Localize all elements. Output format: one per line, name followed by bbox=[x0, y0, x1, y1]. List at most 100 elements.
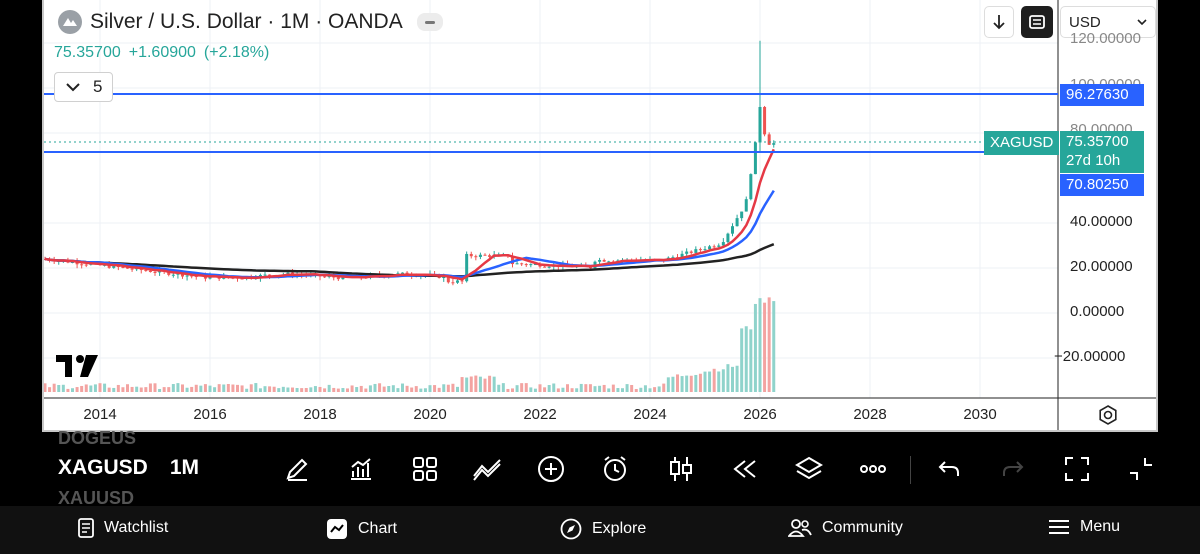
candle-body bbox=[144, 270, 148, 272]
volume-bar bbox=[391, 385, 395, 392]
volume-bar bbox=[524, 383, 528, 392]
volume-bar bbox=[272, 386, 276, 392]
volume-bar bbox=[61, 384, 65, 392]
toolbar-interval[interactable]: 1M bbox=[169, 456, 200, 479]
price-axis-label: 20.00000 bbox=[1070, 258, 1133, 275]
candle-body bbox=[75, 261, 79, 265]
price-axis-label: −20.00000 bbox=[1054, 348, 1126, 365]
currency-select[interactable]: USD bbox=[1060, 6, 1156, 38]
ghost-symbol-above: DOGEUS bbox=[58, 428, 137, 448]
layers-icon[interactable] bbox=[792, 452, 826, 486]
candle-body bbox=[478, 254, 482, 257]
scroll-latest-button[interactable] bbox=[984, 6, 1014, 38]
candle-body bbox=[740, 211, 744, 219]
chart-frame[interactable]: Silver / U.S. Dollar · 1M · OANDA 75.357… bbox=[42, 0, 1158, 432]
volume-bar bbox=[44, 383, 47, 392]
symbol-selector[interactable]: XAGUSD 1M bbox=[58, 456, 199, 480]
ghost-symbol-below: XAUUSD bbox=[58, 488, 135, 508]
candle-body bbox=[515, 263, 519, 265]
nav-menu[interactable]: Menu bbox=[1048, 518, 1120, 536]
volume-bar bbox=[373, 383, 377, 392]
volume-bar bbox=[323, 388, 327, 392]
volume-bar bbox=[98, 383, 102, 392]
volume-bar bbox=[162, 387, 166, 392]
silver-logo-icon bbox=[58, 10, 82, 34]
price-chart[interactable] bbox=[44, 0, 1158, 432]
volume-bar bbox=[396, 388, 400, 392]
candle-body bbox=[240, 278, 244, 280]
more-icon[interactable] bbox=[856, 452, 890, 486]
chart-type-icon[interactable] bbox=[664, 452, 698, 486]
collapse-icon[interactable] bbox=[1124, 452, 1158, 486]
drawings-icon[interactable] bbox=[470, 452, 504, 486]
candle-body bbox=[456, 280, 459, 283]
symbol-header[interactable]: Silver / U.S. Dollar · 1M · OANDA bbox=[58, 10, 443, 34]
volume-bar bbox=[492, 376, 496, 392]
price-axis-label: 0.00000 bbox=[1070, 303, 1125, 320]
volume-bar bbox=[300, 388, 304, 392]
tradingview-logo-icon bbox=[56, 355, 98, 377]
volume-bar bbox=[616, 388, 620, 392]
volume-bar bbox=[313, 386, 317, 392]
replay-icon[interactable] bbox=[728, 452, 762, 486]
volume-bar bbox=[433, 385, 437, 392]
candle-body bbox=[185, 275, 189, 277]
volume-bar bbox=[80, 385, 84, 392]
candle-body bbox=[524, 264, 528, 266]
volume-bar bbox=[93, 384, 97, 392]
candle-body bbox=[520, 263, 524, 265]
volume-bar bbox=[148, 383, 152, 392]
arrow-down-icon bbox=[993, 15, 1005, 30]
volume-bar bbox=[575, 388, 579, 392]
draw-icon[interactable] bbox=[280, 452, 314, 486]
candle-body bbox=[721, 242, 725, 246]
nav-chart[interactable]: Chart bbox=[326, 518, 397, 540]
volume-bar bbox=[336, 388, 340, 392]
candle-body bbox=[323, 276, 327, 278]
add-icon[interactable] bbox=[534, 452, 568, 486]
chart-icon bbox=[327, 519, 347, 539]
volume-bar bbox=[767, 297, 771, 392]
volume-bar bbox=[515, 385, 519, 392]
candle-body bbox=[401, 272, 404, 274]
symbol-tag: XAGUSD bbox=[984, 131, 1060, 155]
layouts-icon[interactable] bbox=[408, 452, 442, 486]
symbol-title: Silver / U.S. Dollar · 1M · OANDA bbox=[90, 10, 403, 33]
candle-body bbox=[758, 106, 762, 143]
collapse-legend-button[interactable] bbox=[416, 13, 443, 31]
time-axis-label: 2026 bbox=[743, 406, 777, 423]
volume-bar bbox=[217, 384, 221, 392]
volume-bar bbox=[451, 383, 455, 392]
chart-settings-icon[interactable] bbox=[1097, 404, 1119, 426]
bottom-nav: Watchlist Chart Explore Community Menu bbox=[0, 506, 1200, 554]
redo-icon[interactable] bbox=[996, 452, 1030, 486]
nav-watchlist[interactable]: Watchlist bbox=[78, 518, 168, 538]
volume-bar bbox=[231, 384, 235, 392]
nav-community[interactable]: Community bbox=[788, 518, 903, 538]
volume-bar bbox=[460, 377, 464, 392]
fit-icon bbox=[1029, 15, 1045, 29]
alert-icon[interactable] bbox=[598, 452, 632, 486]
undo-icon[interactable] bbox=[932, 452, 966, 486]
fullscreen-icon[interactable] bbox=[1060, 452, 1094, 486]
indicators-icon[interactable] bbox=[344, 452, 378, 486]
candle-body bbox=[598, 260, 602, 262]
time-axis-label: 2020 bbox=[413, 406, 447, 423]
volume-bar bbox=[740, 328, 744, 392]
volume-bar bbox=[511, 388, 514, 392]
volume-bar bbox=[139, 387, 143, 392]
volume-bar bbox=[213, 387, 217, 392]
volume-bar bbox=[602, 384, 606, 392]
volume-bar bbox=[689, 375, 693, 392]
volume-bar bbox=[465, 377, 469, 392]
volume-bar bbox=[749, 329, 753, 392]
fit-screen-button[interactable] bbox=[1021, 6, 1053, 38]
nav-explore[interactable]: Explore bbox=[560, 518, 646, 540]
volume-bar bbox=[579, 383, 583, 392]
candle-body bbox=[717, 245, 721, 247]
volume-bar bbox=[176, 383, 180, 392]
indicators-toggle[interactable]: 5 bbox=[54, 72, 114, 102]
volume-bar bbox=[680, 376, 684, 392]
candle-body bbox=[327, 276, 331, 278]
time-axis-label: 2016 bbox=[193, 406, 227, 423]
